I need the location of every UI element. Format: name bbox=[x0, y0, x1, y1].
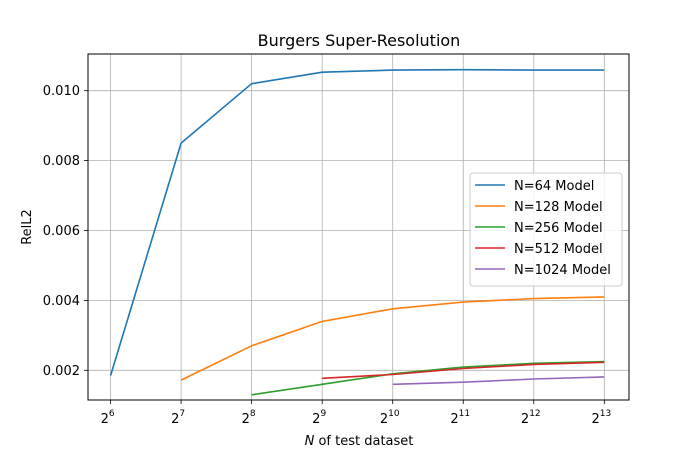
y-tick-label: 0.008 bbox=[43, 154, 80, 169]
x-tick-base: 2 bbox=[591, 412, 599, 427]
series-line bbox=[392, 376, 605, 386]
legend-label: N=512 Model bbox=[514, 242, 603, 257]
x-tick-exponent: 9 bbox=[320, 409, 326, 419]
x-axis-label: N of test dataset bbox=[305, 434, 414, 449]
x-tick-label: 210 bbox=[380, 409, 400, 427]
series-line bbox=[251, 360, 605, 396]
x-tick-base: 2 bbox=[450, 412, 458, 427]
x-tick-exponent: 12 bbox=[529, 409, 540, 419]
legend-label: N=64 Model bbox=[514, 179, 594, 194]
series-line bbox=[109, 68, 605, 376]
legend-label: N=128 Model bbox=[514, 200, 603, 215]
grid bbox=[88, 54, 629, 400]
x-tick-base: 2 bbox=[380, 412, 388, 427]
x-tick-label: 211 bbox=[450, 409, 470, 427]
y-tick-label: 0.006 bbox=[43, 224, 80, 239]
x-axis-ticks: 26 27 28 29 210 211 212 213 bbox=[101, 400, 611, 427]
legend-label: N=256 Model bbox=[514, 221, 603, 236]
legend: N=64 Model N=128 Model N=256 Model N=512 Mo… bbox=[469, 172, 623, 287]
series-line bbox=[180, 296, 605, 381]
series-line bbox=[322, 361, 605, 380]
x-tick-exponent: 6 bbox=[109, 409, 115, 419]
x-axis-label-variable: N bbox=[305, 434, 315, 449]
x-tick-exponent: 10 bbox=[388, 409, 400, 419]
x-tick-label: 27 bbox=[171, 409, 185, 427]
x-tick-exponent: 8 bbox=[250, 409, 256, 419]
x-axis-label-text: of test dataset bbox=[314, 434, 413, 449]
x-tick-base: 2 bbox=[101, 412, 109, 427]
y-tick-label: 0.002 bbox=[43, 364, 80, 379]
y-tick-label: 0.004 bbox=[43, 294, 80, 309]
y-axis-label: RelL2 bbox=[20, 209, 35, 245]
legend-box bbox=[469, 172, 623, 287]
series-lines bbox=[109, 68, 605, 396]
x-tick-label: 28 bbox=[242, 409, 256, 427]
y-axis-ticks: 0.002 0.004 0.006 0.008 0.010 bbox=[43, 84, 88, 379]
x-tick-label: 29 bbox=[312, 409, 326, 427]
y-tick-label: 0.010 bbox=[43, 84, 80, 99]
x-tick-label: 213 bbox=[591, 409, 611, 427]
x-tick-exponent: 13 bbox=[600, 409, 611, 419]
chart-title: Burgers Super-Resolution bbox=[258, 31, 461, 50]
x-tick-base: 2 bbox=[171, 412, 179, 427]
x-tick-base: 2 bbox=[312, 412, 320, 427]
x-tick-exponent: 7 bbox=[179, 409, 185, 419]
x-tick-exponent: 11 bbox=[459, 409, 470, 419]
legend-label: N=1024 Model bbox=[514, 263, 611, 278]
x-tick-base: 2 bbox=[521, 412, 529, 427]
x-tick-label: 26 bbox=[101, 409, 115, 427]
x-tick-label: 212 bbox=[521, 409, 541, 427]
x-tick-base: 2 bbox=[242, 412, 250, 427]
plot-frame bbox=[87, 53, 630, 401]
